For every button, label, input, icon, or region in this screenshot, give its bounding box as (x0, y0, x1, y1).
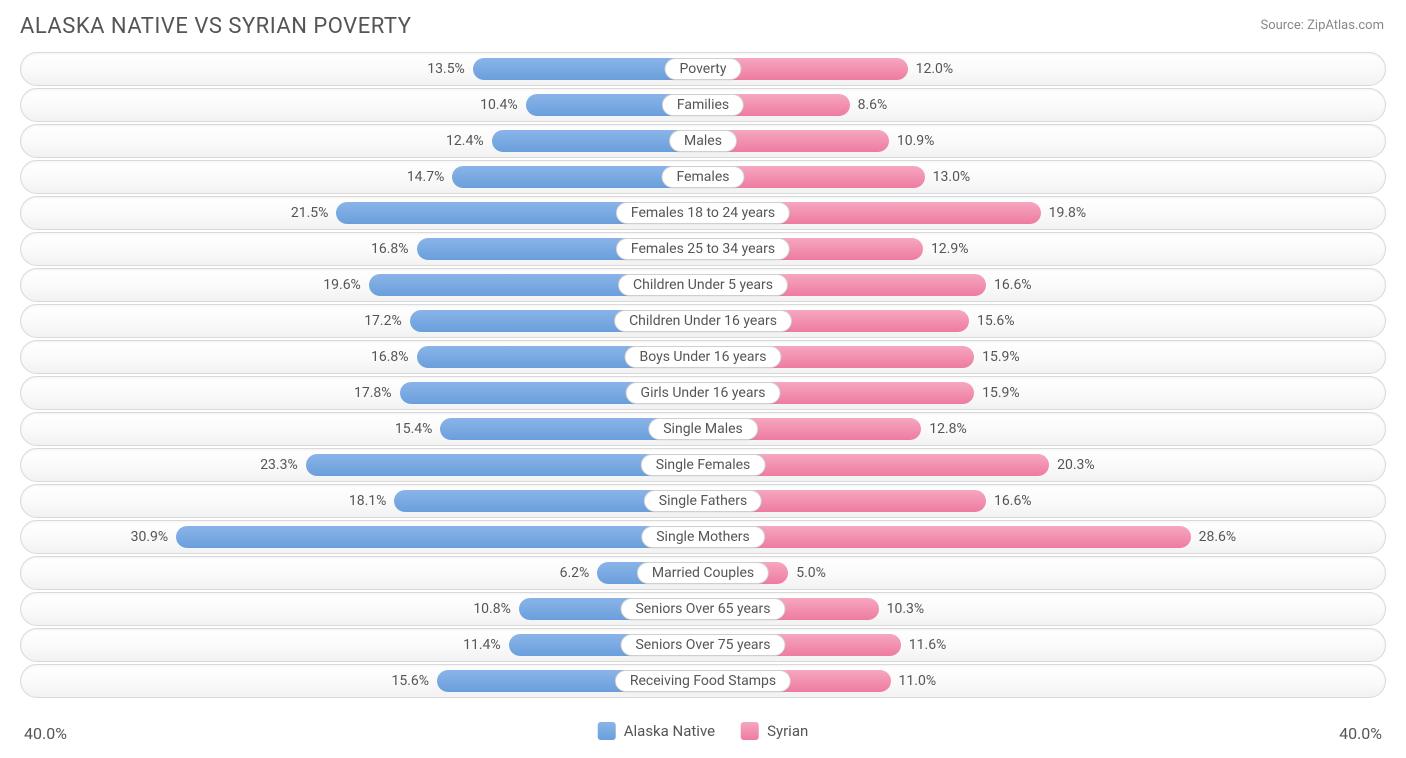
chart-row: 6.2% 5.0% Married Couples (20, 556, 1386, 590)
chart-title: ALASKA NATIVE VS SYRIAN POVERTY (20, 14, 1386, 39)
value-label-right: 10.3% (887, 593, 925, 625)
value-label-right: 15.9% (982, 341, 1020, 373)
source-attribution: Source: ZipAtlas.com (1260, 18, 1384, 33)
category-pill: Single Mothers (641, 526, 765, 548)
value-label-right: 8.6% (858, 89, 888, 121)
chart-row: 13.5% 12.0% Poverty (20, 52, 1386, 86)
category-pill: Single Males (648, 418, 758, 440)
chart-row: 16.8% 15.9% Boys Under 16 years (20, 340, 1386, 374)
chart-row: 18.1% 16.6% Single Fathers (20, 484, 1386, 518)
category-pill: Receiving Food Stamps (615, 670, 791, 692)
value-label-right: 16.6% (994, 485, 1032, 517)
category-pill: Girls Under 16 years (626, 382, 781, 404)
category-pill: Females 18 to 24 years (616, 202, 790, 224)
category-pill: Poverty (664, 58, 741, 80)
value-label-left: 23.3% (260, 449, 298, 481)
value-label-left: 14.7% (407, 161, 445, 193)
chart-row: 12.4% 10.9% Males (20, 124, 1386, 158)
source-prefix: Source: (1260, 18, 1307, 33)
category-pill: Boys Under 16 years (624, 346, 781, 368)
value-label-left: 19.6% (323, 269, 361, 301)
value-label-left: 10.8% (473, 593, 511, 625)
legend: Alaska Native Syrian (598, 722, 809, 740)
chart-footer: 40.0% 40.0% Alaska Native Syrian (20, 720, 1386, 750)
value-label-left: 30.9% (131, 521, 169, 553)
category-pill: Children Under 16 years (614, 310, 792, 332)
category-pill: Married Couples (637, 562, 769, 584)
value-label-left: 16.8% (371, 233, 409, 265)
category-pill: Females 25 to 34 years (616, 238, 790, 260)
chart-row: 17.2% 15.6% Children Under 16 years (20, 304, 1386, 338)
value-label-right: 19.8% (1049, 197, 1087, 229)
chart-row: 11.4% 11.6% Seniors Over 75 years (20, 628, 1386, 662)
value-label-right: 15.6% (977, 305, 1015, 337)
legend-swatch-icon (598, 722, 616, 740)
value-label-left: 6.2% (560, 557, 590, 589)
chart-row: 19.6% 16.6% Children Under 5 years (20, 268, 1386, 302)
source-link[interactable]: ZipAtlas.com (1307, 18, 1384, 33)
chart-row: 21.5% 19.8% Females 18 to 24 years (20, 196, 1386, 230)
chart-row: 30.9% 28.6% Single Mothers (20, 520, 1386, 554)
value-label-right: 11.0% (899, 665, 937, 697)
scale-max-left: 40.0% (24, 724, 67, 743)
chart-area: 13.5%12.0%Poverty10.4%8.6%Families12.4%1… (20, 52, 1386, 714)
bar-left (176, 526, 703, 548)
value-label-left: 15.6% (391, 665, 429, 697)
value-label-right: 11.6% (909, 629, 947, 661)
legend-swatch-icon (741, 722, 759, 740)
value-label-left: 13.5% (427, 53, 465, 85)
value-label-right: 12.8% (929, 413, 967, 445)
value-label-right: 5.0% (796, 557, 826, 589)
category-pill: Males (669, 130, 737, 152)
value-label-right: 16.6% (994, 269, 1032, 301)
chart-row: 16.8% 12.9% Females 25 to 34 years (20, 232, 1386, 266)
category-pill: Single Females (641, 454, 766, 476)
value-label-right: 12.9% (931, 233, 969, 265)
value-label-right: 10.9% (897, 125, 935, 157)
header: ALASKA NATIVE VS SYRIAN POVERTY Source: … (0, 0, 1406, 52)
category-pill: Families (662, 94, 744, 116)
scale-max-right: 40.0% (1339, 724, 1382, 743)
chart-row: 10.4% 8.6% Families (20, 88, 1386, 122)
value-label-left: 17.2% (364, 305, 402, 337)
chart-row: 15.4% 12.8% Single Males (20, 412, 1386, 446)
category-pill: Seniors Over 65 years (620, 598, 785, 620)
value-label-left: 11.4% (463, 629, 501, 661)
value-label-left: 18.1% (349, 485, 387, 517)
value-label-right: 12.0% (916, 53, 954, 85)
value-label-left: 12.4% (446, 125, 484, 157)
value-label-left: 10.4% (480, 89, 518, 121)
bar-right (703, 526, 1191, 548)
chart-row: 23.3% 20.3% Single Females (20, 448, 1386, 482)
category-pill: Seniors Over 75 years (620, 634, 785, 656)
legend-label-right: Syrian (767, 722, 808, 740)
legend-label-left: Alaska Native (624, 722, 715, 740)
value-label-left: 15.4% (395, 413, 433, 445)
value-label-right: 28.6% (1199, 521, 1237, 553)
legend-item-right: Syrian (741, 722, 808, 740)
value-label-left: 17.8% (354, 377, 392, 409)
category-pill: Single Fathers (644, 490, 762, 512)
category-pill: Children Under 5 years (618, 274, 788, 296)
value-label-left: 16.8% (371, 341, 409, 373)
value-label-left: 21.5% (291, 197, 329, 229)
chart-row: 15.6% 11.0% Receiving Food Stamps (20, 664, 1386, 698)
category-pill: Females (662, 166, 745, 188)
legend-item-left: Alaska Native (598, 722, 715, 740)
chart-row: 10.8% 10.3% Seniors Over 65 years (20, 592, 1386, 626)
value-label-right: 20.3% (1057, 449, 1095, 481)
chart-row: 14.7% 13.0% Females (20, 160, 1386, 194)
chart-row: 17.8% 15.9% Girls Under 16 years (20, 376, 1386, 410)
value-label-right: 13.0% (933, 161, 971, 193)
value-label-right: 15.9% (982, 377, 1020, 409)
